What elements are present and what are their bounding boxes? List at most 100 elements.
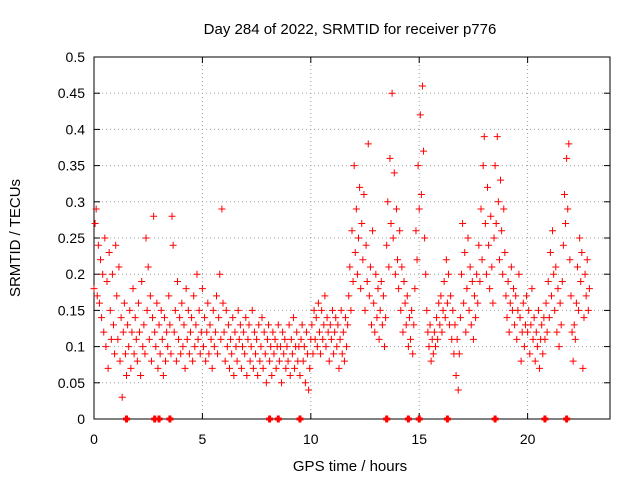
data-point — [381, 343, 389, 351]
data-point — [117, 314, 125, 322]
data-point — [194, 335, 202, 343]
data-point — [94, 241, 102, 249]
data-point — [129, 285, 137, 293]
y-tick-label: 0 — [77, 411, 85, 427]
y-tick-label: 0.4 — [66, 121, 86, 137]
data-point — [278, 379, 286, 387]
data-point — [529, 335, 537, 343]
data-point — [186, 328, 194, 336]
data-point — [212, 292, 220, 300]
data-point — [552, 263, 560, 271]
data-point — [104, 364, 112, 372]
data-point — [107, 335, 115, 343]
data-point — [405, 314, 413, 322]
data-point — [322, 343, 330, 351]
data-point — [97, 256, 105, 264]
data-point — [289, 314, 297, 322]
data-point — [276, 343, 284, 351]
data-point — [336, 335, 344, 343]
data-point — [449, 306, 457, 314]
y-axis-label: SRMTID / TECUs — [7, 179, 24, 297]
data-point — [348, 227, 356, 235]
data-point — [355, 234, 363, 242]
data-point — [391, 270, 399, 278]
data-point — [158, 335, 166, 343]
data-point — [422, 270, 430, 278]
data-point — [400, 277, 408, 285]
data-point — [568, 328, 576, 336]
data-point — [421, 234, 429, 242]
data-point — [136, 328, 144, 336]
data-point — [363, 277, 371, 285]
data-point — [223, 343, 231, 351]
data-point — [481, 220, 489, 228]
data-point — [420, 147, 428, 155]
data-point — [346, 263, 354, 271]
data-point — [115, 263, 123, 271]
data-point — [326, 321, 334, 329]
data-point — [124, 321, 132, 329]
data-point — [485, 241, 493, 249]
data-point — [424, 328, 432, 336]
data-point — [467, 321, 475, 329]
data-point — [542, 299, 550, 307]
data-point — [323, 314, 331, 322]
data-point — [331, 328, 339, 336]
data-point — [165, 292, 173, 300]
data-point — [246, 357, 254, 365]
data-point — [236, 321, 244, 329]
data-point — [478, 256, 486, 264]
data-point — [498, 227, 506, 235]
data-point — [385, 263, 393, 271]
data-point — [207, 335, 215, 343]
data-point — [415, 205, 423, 213]
data-point — [95, 299, 103, 307]
data-point — [533, 343, 541, 351]
data-point — [549, 227, 557, 235]
data-point — [154, 364, 162, 372]
data-point — [558, 277, 566, 285]
data-point — [459, 220, 467, 228]
data-point — [190, 292, 198, 300]
data-point — [101, 234, 109, 242]
data-point — [563, 154, 571, 162]
data-point — [274, 321, 282, 329]
data-point — [503, 314, 511, 322]
data-point — [209, 306, 217, 314]
data-point — [423, 306, 431, 314]
data-point — [343, 343, 351, 351]
data-point — [378, 321, 386, 329]
x-axis-tick-labels: 0 5 10 15 20 — [90, 431, 536, 447]
data-point — [341, 314, 349, 322]
data-point — [340, 357, 348, 365]
y-tick-label: 0.5 — [66, 49, 86, 65]
data-point — [293, 328, 301, 336]
data-point — [461, 248, 469, 256]
data-point — [150, 212, 158, 220]
data-point — [362, 241, 370, 249]
data-point — [434, 335, 442, 343]
data-point — [227, 335, 235, 343]
data-point — [256, 357, 264, 365]
data-point — [356, 183, 364, 191]
data-point — [166, 321, 174, 329]
data-point — [501, 248, 509, 256]
data-point — [172, 357, 180, 365]
data-point — [462, 328, 470, 336]
data-point — [454, 386, 462, 394]
data-point — [513, 335, 521, 343]
data-point — [474, 299, 482, 307]
data-point — [204, 299, 212, 307]
data-point — [469, 335, 477, 343]
data-point — [464, 234, 472, 242]
data-point — [412, 227, 420, 235]
data-point — [486, 285, 494, 293]
data-point — [360, 191, 368, 199]
data-point — [507, 263, 515, 271]
data-point — [262, 379, 270, 387]
data-point — [201, 314, 209, 322]
data-point — [500, 205, 508, 213]
data-point — [243, 372, 251, 380]
data-point — [410, 321, 418, 329]
